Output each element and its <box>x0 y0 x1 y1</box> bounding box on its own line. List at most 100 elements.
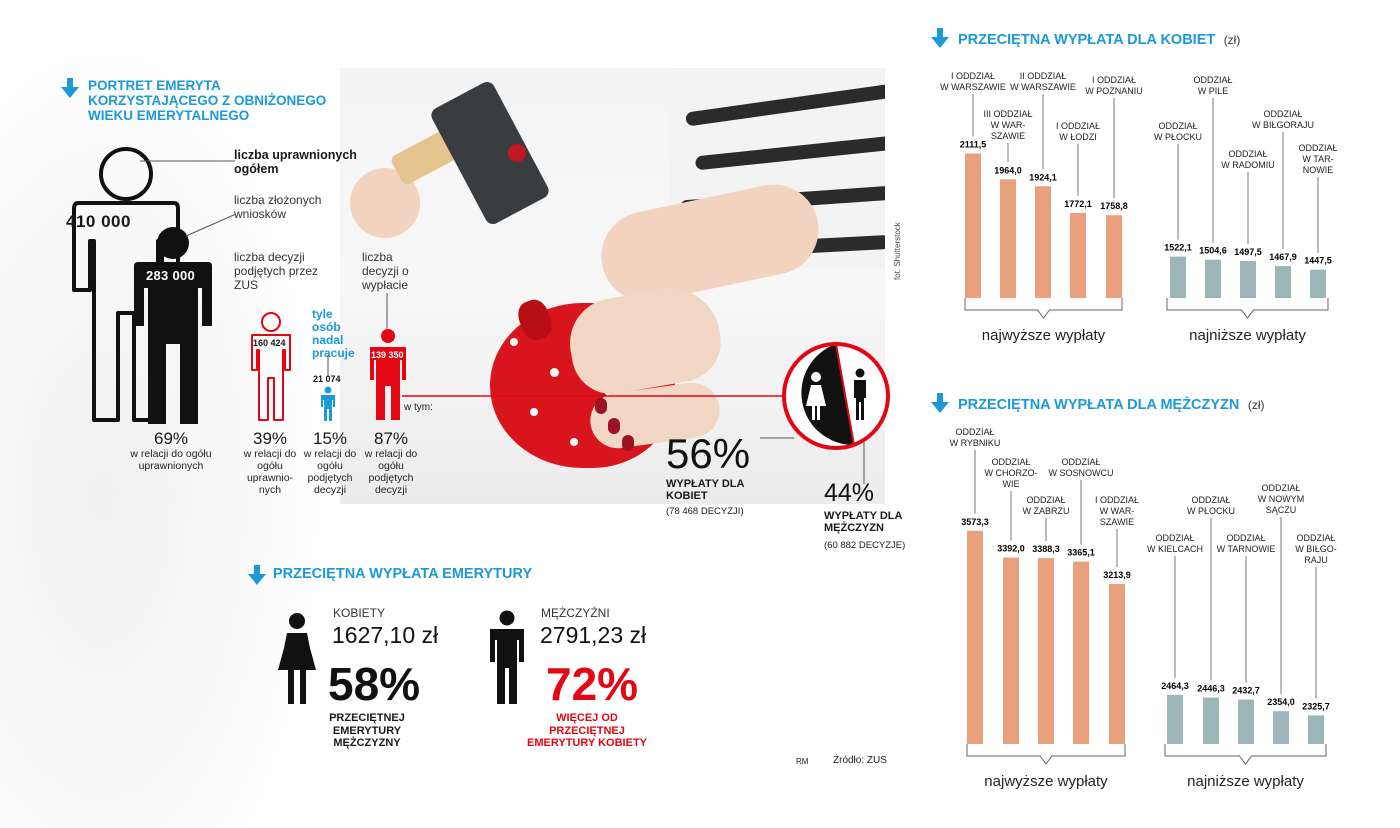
men-payout-label: WYPŁATY DLA MĘŻCZYZN <box>824 510 903 534</box>
category-label: ODDZIAŁ W PILE <box>1193 75 1232 96</box>
bar-chart-svg: 3573,3 ODDZIAŁ W RYBNIKU 3392,0 ODDZIAŁ W CHO… <box>950 427 1337 790</box>
women-bar-chart: 2111,5 I ODDZIAŁ W WARSZAWIE 1964,0 III ODDZ… <box>930 60 1350 360</box>
stat-total: 69% w relacji do ogółu uprawnionych <box>130 429 212 473</box>
bar-value-label: 2464,3 <box>1161 681 1189 691</box>
bar-9 <box>1275 266 1291 298</box>
leader-line <box>185 213 237 237</box>
bar-value-label: 2354,0 <box>1267 697 1295 707</box>
bar-value-label: 2446,3 <box>1197 684 1225 694</box>
category-label: ODDZIAŁ W PŁOCKU <box>1187 495 1235 516</box>
person-filled-black <box>134 227 212 424</box>
woman-icon <box>278 613 316 704</box>
person-filled-red <box>370 329 406 420</box>
category-label: ODDZIAŁ W ZABRZU <box>1023 495 1070 516</box>
bar-value-label: 1497,5 <box>1234 247 1262 257</box>
men-pct: 72% <box>546 658 639 710</box>
piggy-dot <box>570 438 578 446</box>
label-payout: liczba decyzji o wypłacie <box>362 250 409 292</box>
bar-4 <box>1070 212 1086 298</box>
gender-split-circle <box>782 342 890 450</box>
men-label: MĘŻCZYŹNI <box>541 606 610 620</box>
value-payout: 139 350 <box>371 350 404 360</box>
piggy-dot <box>510 338 518 346</box>
category-label: ODDZIAŁ W RADOMIU <box>1221 149 1275 170</box>
bar-value-label: 1924,1 <box>1029 172 1057 182</box>
category-label: ODDZIAŁ W KIELCACH <box>1147 533 1203 554</box>
group-brace <box>1166 298 1329 319</box>
bar-1 <box>965 153 981 298</box>
bar-7 <box>1203 697 1219 744</box>
group-brace <box>1164 744 1327 765</box>
leader-lines-gender <box>760 437 865 484</box>
women-payout-label: WYPŁATY DLA KOBIET <box>666 478 745 502</box>
piggy-dot <box>530 408 538 416</box>
category-label: I ODDZIAŁ W WARSZAWIE <box>940 71 1006 92</box>
stat-decisions: 39% w relacji do ogółu uprawnio-nych <box>243 429 297 497</box>
group-label: najwyższe wypłaty <box>982 327 1106 344</box>
bar-9 <box>1273 711 1289 744</box>
men-bar-chart: 3573,3 ODDZIAŁ W RYBNIKU 3392,0 ODDZIAŁ W CHO… <box>930 422 1350 807</box>
group-label: najwyższe wypłaty <box>984 773 1108 790</box>
arrow-down-icon <box>248 565 266 585</box>
label-still-working: tyle osób nadal pracuje <box>312 307 355 360</box>
label-applications: liczba złożonych wniosków <box>234 193 322 221</box>
bar-value-label: 1772,1 <box>1064 199 1092 209</box>
bar-value-label: 1758,8 <box>1100 201 1128 211</box>
arrow-down-icon <box>931 28 949 48</box>
category-label: III ODDZIAŁ W WAR-SZAWIE <box>983 109 1032 141</box>
women-average-value: 1627,10 zł <box>332 622 439 648</box>
nail <box>622 435 634 451</box>
source: Źródło: ZUS <box>833 755 887 766</box>
bar-value-label: 1467,9 <box>1269 252 1297 262</box>
person-outline-red <box>251 312 291 421</box>
value-working: 21 074 <box>313 374 341 384</box>
bar-value-label: 3388,3 <box>1032 544 1060 554</box>
group-brace <box>966 744 1126 765</box>
w-tym-label: w tym: <box>404 402 433 413</box>
photo-credit: fot. Shutterstock <box>893 222 902 280</box>
arrow-down-icon <box>61 78 79 98</box>
stat-working: 15% w relacji do ogółu podjętych decyzji <box>303 429 357 497</box>
category-label: ODDZIAŁ W BIŁGORAJU <box>1252 109 1314 130</box>
arrow-down-icon <box>931 393 949 413</box>
bar-3 <box>1038 558 1054 744</box>
leader-line <box>386 293 388 331</box>
group-label: najniższe wypłaty <box>1187 773 1304 790</box>
upper-arm <box>593 176 827 310</box>
category-label: I ODDZIAŁ W POZNANIU <box>1085 75 1143 96</box>
photo-piggy-bank <box>340 68 885 504</box>
men-average-value: 2791,23 zł <box>540 622 647 648</box>
category-label: ODDZIAŁ W SOSNOWCU <box>1049 457 1114 478</box>
nail <box>595 398 607 414</box>
category-label: ODDZIAŁ W NOWYM SĄCZU <box>1258 483 1305 515</box>
bar-value-label: 2111,5 <box>960 139 987 149</box>
bar-value-label: 2432,7 <box>1232 686 1260 696</box>
nail <box>608 418 620 434</box>
portret-title: PORTRET EMERYTA KORZYSTAJĄCEGO Z OBNIŻON… <box>88 78 327 123</box>
bar-value-label: 3213,9 <box>1103 570 1131 580</box>
bar-10 <box>1308 715 1324 744</box>
category-label: ODDZIAŁ W TARNOWIE <box>1217 533 1276 554</box>
women-pct-desc: PRZECIĘTNEJ EMERYTURY MĘŻCZYZNY <box>329 712 405 749</box>
bar-8 <box>1240 260 1256 298</box>
category-label: ODDZIAŁ W RYBNIKU <box>950 427 1001 448</box>
leader-line <box>140 160 235 162</box>
bar-3 <box>1035 186 1051 298</box>
label-total: liczba uprawnionych ogółem <box>234 148 357 176</box>
category-label: II ODDZIAŁ W WARSZAWIE <box>1010 71 1076 92</box>
group-label: najniższe wypłaty <box>1189 327 1306 344</box>
men-payout-count: (60 882 DECYZJE) <box>824 540 906 551</box>
bar-2 <box>1003 557 1019 744</box>
men-chart-title: PRZECIĘTNA WYPŁATA DLA MĘŻCZYZN (zł) <box>958 397 1265 413</box>
w-tym-line <box>402 395 784 397</box>
category-label: I ODDZIAŁ W ŁODZI <box>1056 121 1100 142</box>
bar-6 <box>1170 256 1186 298</box>
bar-value-label: 2325,7 <box>1302 701 1330 711</box>
bar-chart-svg: 2111,5 I ODDZIAŁ W WARSZAWIE 1964,0 III ODDZ… <box>940 71 1337 344</box>
men-pct-desc: WIĘCEJ OD PRZECIĘTNEJ EMERYTURY KOBIETY <box>527 712 647 749</box>
category-label: ODDZIAŁ W CHORZO-WIE <box>985 457 1038 489</box>
value-decisions: 160 424 <box>253 338 286 348</box>
bar-7 <box>1205 259 1221 298</box>
group-brace <box>964 298 1123 319</box>
category-label: ODDZIAŁ W BIŁGO-RAJU <box>1295 533 1337 565</box>
